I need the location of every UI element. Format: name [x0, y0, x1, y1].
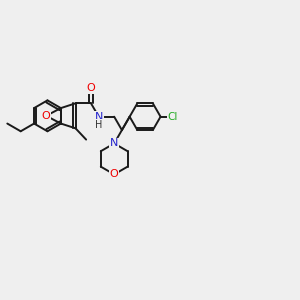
Text: Cl: Cl — [168, 112, 178, 122]
Text: H: H — [95, 120, 102, 130]
Text: O: O — [110, 169, 118, 179]
Text: O: O — [42, 111, 50, 121]
Text: O: O — [87, 83, 95, 93]
Text: N: N — [94, 112, 103, 122]
Text: N: N — [110, 139, 118, 148]
